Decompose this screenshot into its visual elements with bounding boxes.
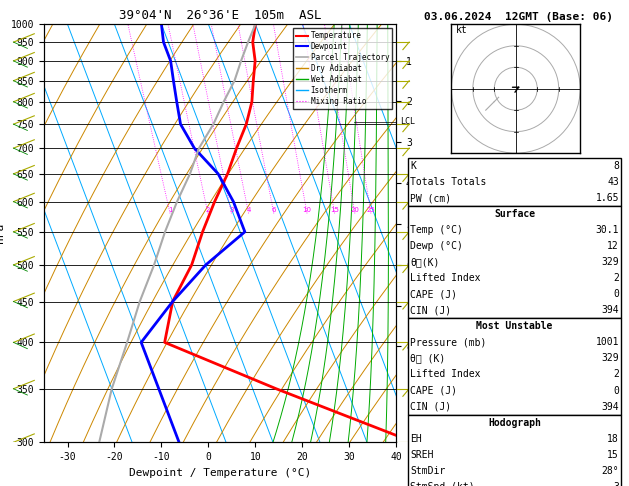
Text: StmDir: StmDir [410, 466, 445, 476]
Text: 43: 43 [607, 177, 619, 187]
Text: 394: 394 [601, 305, 619, 315]
Text: θᴇ(K): θᴇ(K) [410, 257, 440, 267]
Text: 1: 1 [168, 208, 172, 213]
Text: 3: 3 [229, 208, 233, 213]
Text: 1001: 1001 [596, 337, 619, 347]
Text: kt: kt [455, 25, 467, 35]
Text: 28°: 28° [601, 466, 619, 476]
Text: 15: 15 [607, 450, 619, 460]
Text: 03.06.2024  12GMT (Base: 06): 03.06.2024 12GMT (Base: 06) [425, 12, 613, 22]
Text: CAPE (J): CAPE (J) [410, 385, 457, 396]
Text: Dewp (°C): Dewp (°C) [410, 241, 463, 251]
Text: SREH: SREH [410, 450, 433, 460]
Text: 2: 2 [206, 208, 210, 213]
Text: 394: 394 [601, 401, 619, 412]
Text: 6: 6 [272, 208, 276, 213]
Text: Most Unstable: Most Unstable [476, 321, 553, 331]
Text: StmSpd (kt): StmSpd (kt) [410, 482, 475, 486]
Text: 25: 25 [367, 208, 376, 213]
Legend: Temperature, Dewpoint, Parcel Trajectory, Dry Adiabat, Wet Adiabat, Isotherm, Mi: Temperature, Dewpoint, Parcel Trajectory… [293, 28, 392, 109]
Text: © weatheronline.co.uk: © weatheronline.co.uk [453, 469, 576, 479]
Text: Temp (°C): Temp (°C) [410, 225, 463, 235]
Text: LCL: LCL [400, 117, 415, 126]
Text: Pressure (mb): Pressure (mb) [410, 337, 486, 347]
Text: θᴇ (K): θᴇ (K) [410, 353, 445, 364]
Text: 20: 20 [350, 208, 359, 213]
Text: PW (cm): PW (cm) [410, 193, 451, 203]
X-axis label: Dewpoint / Temperature (°C): Dewpoint / Temperature (°C) [129, 468, 311, 478]
Text: CIN (J): CIN (J) [410, 305, 451, 315]
Text: Lifted Index: Lifted Index [410, 369, 481, 380]
Text: 30.1: 30.1 [596, 225, 619, 235]
Text: 12: 12 [607, 241, 619, 251]
Text: 10: 10 [303, 208, 311, 213]
Text: 0: 0 [613, 385, 619, 396]
Text: 15: 15 [330, 208, 339, 213]
Text: 329: 329 [601, 257, 619, 267]
Text: 2: 2 [613, 369, 619, 380]
Text: Hodograph: Hodograph [488, 417, 541, 428]
Y-axis label: km
ASL: km ASL [425, 233, 443, 255]
Text: 8: 8 [613, 161, 619, 171]
Title: 39°04'N  26°36'E  105m  ASL: 39°04'N 26°36'E 105m ASL [119, 9, 321, 22]
Text: 3: 3 [613, 482, 619, 486]
Text: Lifted Index: Lifted Index [410, 273, 481, 283]
Text: 329: 329 [601, 353, 619, 364]
Text: CIN (J): CIN (J) [410, 401, 451, 412]
Text: 0: 0 [613, 289, 619, 299]
Text: K: K [410, 161, 416, 171]
Text: 2: 2 [613, 273, 619, 283]
Y-axis label: hPa: hPa [0, 223, 5, 243]
Text: CAPE (J): CAPE (J) [410, 289, 457, 299]
Text: 1.65: 1.65 [596, 193, 619, 203]
Text: Surface: Surface [494, 209, 535, 219]
Text: 18: 18 [607, 434, 619, 444]
Text: 4: 4 [247, 208, 251, 213]
Text: Totals Totals: Totals Totals [410, 177, 486, 187]
Text: EH: EH [410, 434, 422, 444]
